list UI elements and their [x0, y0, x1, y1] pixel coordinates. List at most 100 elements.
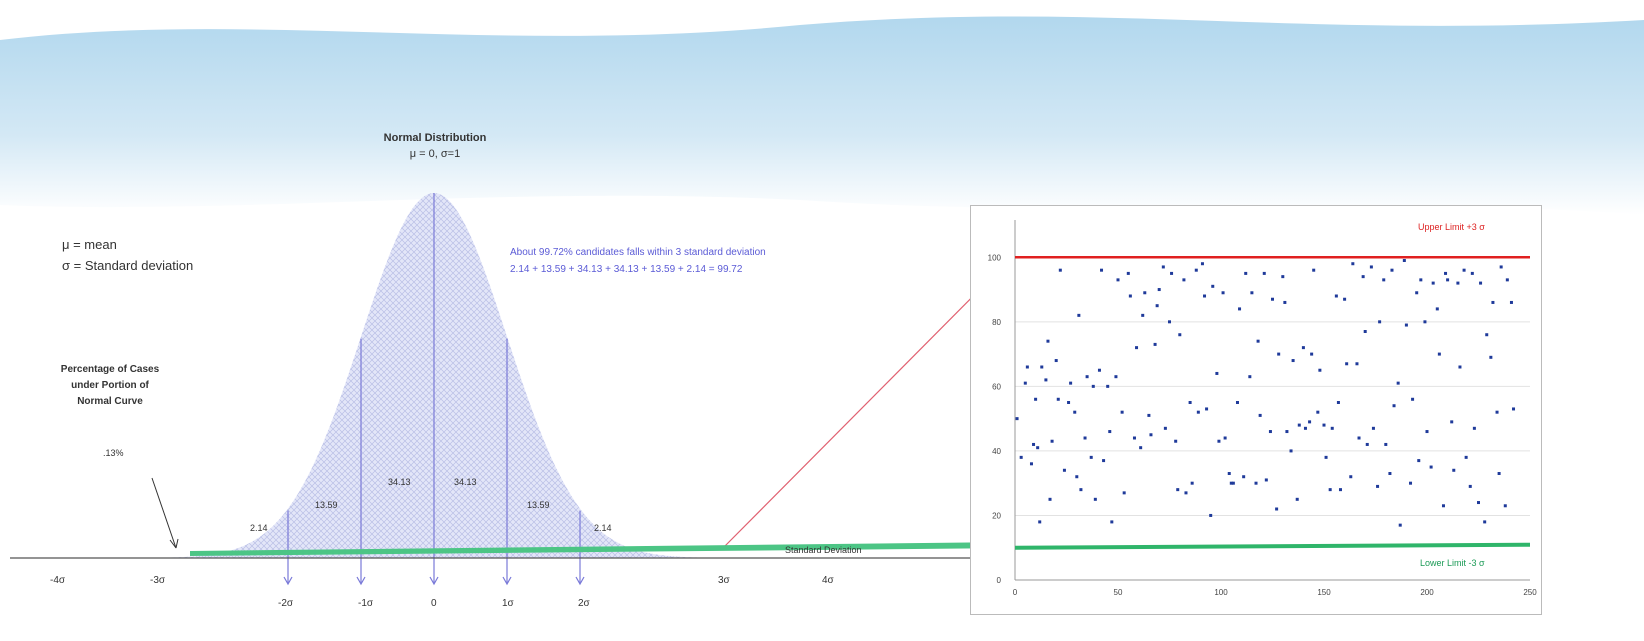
data-point: [1044, 378, 1048, 382]
sigma-arrowhead-minus-1sigma: [356, 576, 366, 586]
data-point: [1472, 426, 1476, 430]
mean-legend: μ = mean: [62, 237, 117, 252]
x-tick-label: 50: [1114, 588, 1123, 597]
data-point: [1163, 426, 1167, 430]
y-tick-label: 20: [992, 511, 1001, 520]
data-point: [1256, 339, 1260, 343]
data-point: [1235, 401, 1239, 404]
data-point: [1456, 281, 1460, 285]
control-chart: 0 20 40 60 80 100 0 50 100 150 200 250: [970, 205, 1542, 615]
lower-limit-line: [1014, 542, 1531, 550]
data-point: [1200, 262, 1204, 266]
data-point: [1036, 446, 1040, 450]
data-point: [1128, 294, 1132, 298]
tail-percent: .13%: [103, 448, 124, 458]
data-point: [1355, 362, 1359, 366]
data-point: [1050, 439, 1054, 443]
data-point: [1176, 488, 1180, 492]
data-point: [1499, 265, 1503, 269]
sigma-arrowhead-2sigma: [575, 576, 585, 586]
data-point: [1089, 455, 1093, 459]
data-point: [1512, 407, 1516, 411]
data-point: [1328, 488, 1332, 492]
data-point: [1262, 271, 1266, 275]
segment-percent-5: 13.59: [527, 500, 550, 510]
data-point: [1312, 268, 1316, 272]
tick-minus-1sigma: -1σ: [358, 598, 374, 609]
data-point: [1411, 397, 1415, 401]
data-point: [1351, 262, 1355, 266]
lower-limit-label: Lower Limit -3 σ: [1420, 558, 1485, 568]
data-point: [1378, 320, 1382, 324]
data-point: [1271, 297, 1274, 301]
data-point: [1349, 475, 1353, 479]
data-point: [1116, 278, 1120, 282]
data-point: [1409, 481, 1413, 485]
data-point: [1345, 362, 1349, 366]
data-point: [1435, 307, 1439, 311]
data-point: [1093, 497, 1097, 501]
data-point: [1205, 407, 1209, 411]
data-point: [1425, 430, 1429, 434]
y-tick-label: 80: [992, 318, 1001, 327]
data-point: [1114, 375, 1118, 379]
chart-title: Normal Distribution: [383, 132, 487, 144]
data-point: [1174, 439, 1178, 443]
data-point: [1141, 313, 1145, 317]
data-point: [1264, 478, 1268, 482]
data-point: [1248, 375, 1252, 379]
data-point: [1291, 359, 1295, 363]
data-point: [1371, 426, 1375, 430]
data-point: [1209, 513, 1213, 517]
data-point: [1075, 475, 1079, 479]
data-point: [1441, 504, 1445, 508]
data-point: [1032, 442, 1036, 446]
tick-4sigma: 4σ: [822, 575, 834, 586]
x-tick-label: 100: [1214, 588, 1228, 597]
segment-percent-4: 34.13: [454, 477, 477, 487]
data-point: [1023, 381, 1027, 385]
data-point: [1295, 497, 1299, 501]
data-point: [1338, 488, 1342, 492]
data-point: [1054, 359, 1058, 363]
data-point: [1431, 281, 1435, 285]
data-point: [1334, 294, 1338, 298]
data-point: [1417, 459, 1421, 463]
x-tick-label: 150: [1317, 588, 1331, 597]
data-point: [1446, 278, 1450, 282]
data-point: [1029, 462, 1033, 466]
data-point: [1085, 375, 1089, 379]
data-point: [1495, 410, 1499, 414]
data-point: [1509, 300, 1513, 304]
data-point: [1135, 346, 1139, 350]
data-point: [1468, 484, 1472, 488]
y-tick-label: 60: [992, 382, 1001, 391]
data-point: [1155, 304, 1159, 308]
data-point: [1231, 481, 1235, 485]
data-point: [1102, 459, 1106, 463]
data-point: [1470, 271, 1474, 275]
data-point: [1184, 491, 1188, 495]
cases-caption: Percentage of Cases under Portion of Nor…: [40, 362, 180, 410]
data-point: [1396, 381, 1400, 385]
segment-percent-1: 2.14: [250, 523, 268, 533]
data-point: [1483, 520, 1487, 524]
sigma-arrowhead-mean: [429, 576, 439, 586]
data-point: [1149, 433, 1153, 437]
data-point: [1489, 355, 1493, 359]
data-point: [1139, 446, 1143, 450]
data-point: [1388, 472, 1392, 475]
data-point: [1324, 455, 1328, 459]
segment-percent-2: 13.59: [315, 500, 338, 510]
data-point: [1390, 268, 1394, 272]
data-point: [1343, 297, 1347, 301]
data-point: [1122, 491, 1126, 495]
data-point: [1285, 430, 1289, 434]
data-point: [1015, 417, 1019, 421]
data-point: [1310, 352, 1314, 356]
upper-limit-label: Upper Limit +3 σ: [1418, 222, 1485, 232]
data-point: [1369, 265, 1373, 269]
data-point: [1402, 259, 1406, 262]
data-point: [1392, 404, 1396, 408]
